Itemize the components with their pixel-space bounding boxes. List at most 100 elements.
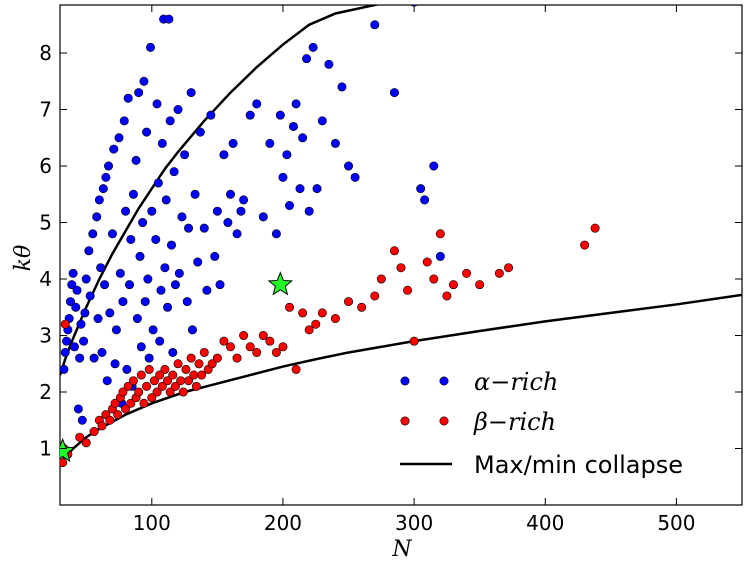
beta-rich-point [105, 415, 115, 425]
alpha-rich-point [166, 240, 176, 250]
alpha-rich-point [111, 325, 121, 335]
alpha-rich-point [265, 138, 275, 148]
alpha-rich-point [180, 150, 190, 160]
alpha-rich-point [228, 138, 238, 148]
beta-rich-point [590, 223, 600, 233]
alpha-rich-point [71, 302, 81, 312]
alpha-rich-point [110, 359, 120, 369]
alpha-rich-point [308, 42, 318, 52]
alpha-rich-point [114, 133, 124, 143]
alpha-rich-point [193, 257, 203, 267]
beta-rich-point [168, 370, 178, 380]
collapse-curve-1 [60, 5, 381, 376]
alpha-rich-point [121, 206, 131, 216]
alpha-rich-point [93, 314, 103, 324]
x-tick-label: 300 [395, 511, 433, 535]
beta-rich-point [376, 274, 386, 284]
alpha-rich-point [102, 376, 112, 386]
beta-rich-point [462, 268, 472, 278]
alpha-rich-point [170, 280, 180, 290]
alpha-rich-point [109, 144, 119, 154]
alpha-rich-point [288, 121, 298, 131]
beta-rich-point [189, 370, 199, 380]
alpha-rich-point [350, 172, 360, 182]
alpha-rich-point [94, 195, 104, 205]
alpha-rich-point [62, 336, 72, 346]
beta-rich-point [113, 410, 123, 420]
alpha-rich-point [324, 59, 334, 69]
beta-rich-point [170, 381, 180, 391]
beta-rich-point [396, 263, 406, 273]
beta-rich-point [344, 297, 354, 307]
alpha-rich-point [344, 161, 354, 171]
alpha-rich-point [97, 347, 107, 357]
alpha-rich-point [142, 127, 152, 137]
x-axis-label: N [391, 537, 412, 561]
beta-rich-point [226, 342, 236, 352]
alpha-rich-point [252, 99, 262, 109]
alpha-rich-point [278, 172, 288, 182]
beta-rich-point [126, 398, 136, 408]
alpha-rich-point [429, 161, 439, 171]
beta-rich-point [123, 381, 133, 391]
alpha-rich-point [285, 201, 295, 211]
legend-label: β−rich [473, 408, 556, 436]
beta-rich-point [144, 364, 154, 374]
alpha-rich-point [135, 251, 145, 261]
alpha-rich-point [75, 353, 85, 363]
alpha-rich-point [140, 297, 150, 307]
alpha-rich-point [199, 223, 209, 233]
alpha-rich-point [115, 268, 125, 278]
x-tick-label: 500 [657, 511, 695, 535]
alpha-rich-point [131, 155, 141, 165]
beta-rich-point [265, 336, 275, 346]
beta-rich-point [184, 376, 194, 386]
alpha-rich-point [123, 93, 133, 103]
legend-marker [439, 376, 449, 386]
alpha-rich-point [81, 274, 91, 284]
alpha-rich-point [89, 353, 99, 363]
beta-rich-point [134, 387, 144, 397]
alpha-rich-point [126, 234, 136, 244]
beta-rich-point [442, 291, 452, 301]
legend-label: Max/min collapse [474, 451, 683, 479]
beta-rich-point [271, 347, 281, 357]
alpha-rich-point [69, 342, 79, 352]
beta-rich-point [199, 347, 209, 357]
alpha-rich-point [206, 110, 216, 120]
beta-rich-point [304, 325, 314, 335]
beta-rich-point [152, 387, 162, 397]
beta-rich-point [176, 376, 186, 386]
alpha-rich-point [245, 110, 255, 120]
alpha-rich-point [389, 88, 399, 98]
alpha-rich-point [96, 263, 106, 273]
alpha-rich-point [302, 54, 312, 64]
alpha-rich-point [184, 223, 194, 233]
star-marker [60, 437, 76, 463]
beta-rich-point [118, 387, 128, 397]
beta-rich-point [239, 331, 249, 341]
alpha-rich-point [174, 268, 184, 278]
alpha-rich-point [73, 404, 83, 414]
alpha-rich-point [125, 280, 135, 290]
alpha-rich-point [177, 212, 187, 222]
beta-rich-point [194, 359, 204, 369]
beta-rich-point [278, 342, 288, 352]
beta-rich-point [504, 263, 514, 273]
alpha-rich-point [85, 291, 95, 301]
y-tick-label: 7 [39, 98, 52, 122]
axes-layer: 100 200 300 400 500 1 2 3 4 5 6 7 8 [39, 5, 742, 535]
alpha-rich-point [84, 246, 94, 256]
beta-rich-point [97, 421, 107, 431]
alpha-rich-point [226, 189, 236, 199]
legend-marker [400, 416, 410, 426]
alpha-rich-point [239, 195, 249, 205]
marks-layer [60, 5, 742, 468]
beta-rich-point [580, 240, 590, 250]
alpha-rich-point [164, 14, 174, 24]
beta-rich-point [89, 427, 99, 437]
alpha-rich-point [160, 263, 170, 273]
alpha-rich-point [156, 285, 166, 295]
alpha-rich-point [139, 76, 149, 86]
